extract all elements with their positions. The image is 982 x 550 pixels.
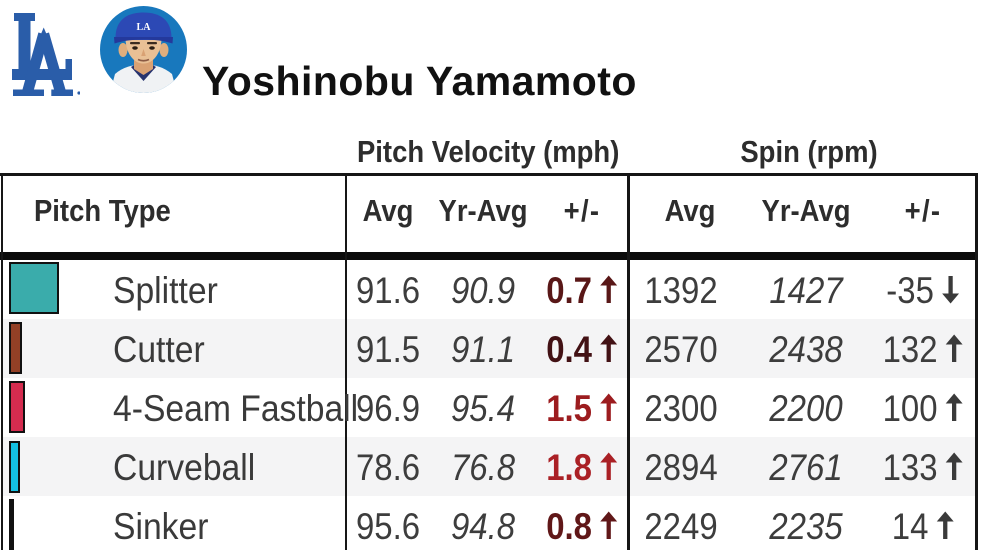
svg-text:LA: LA xyxy=(137,22,152,33)
